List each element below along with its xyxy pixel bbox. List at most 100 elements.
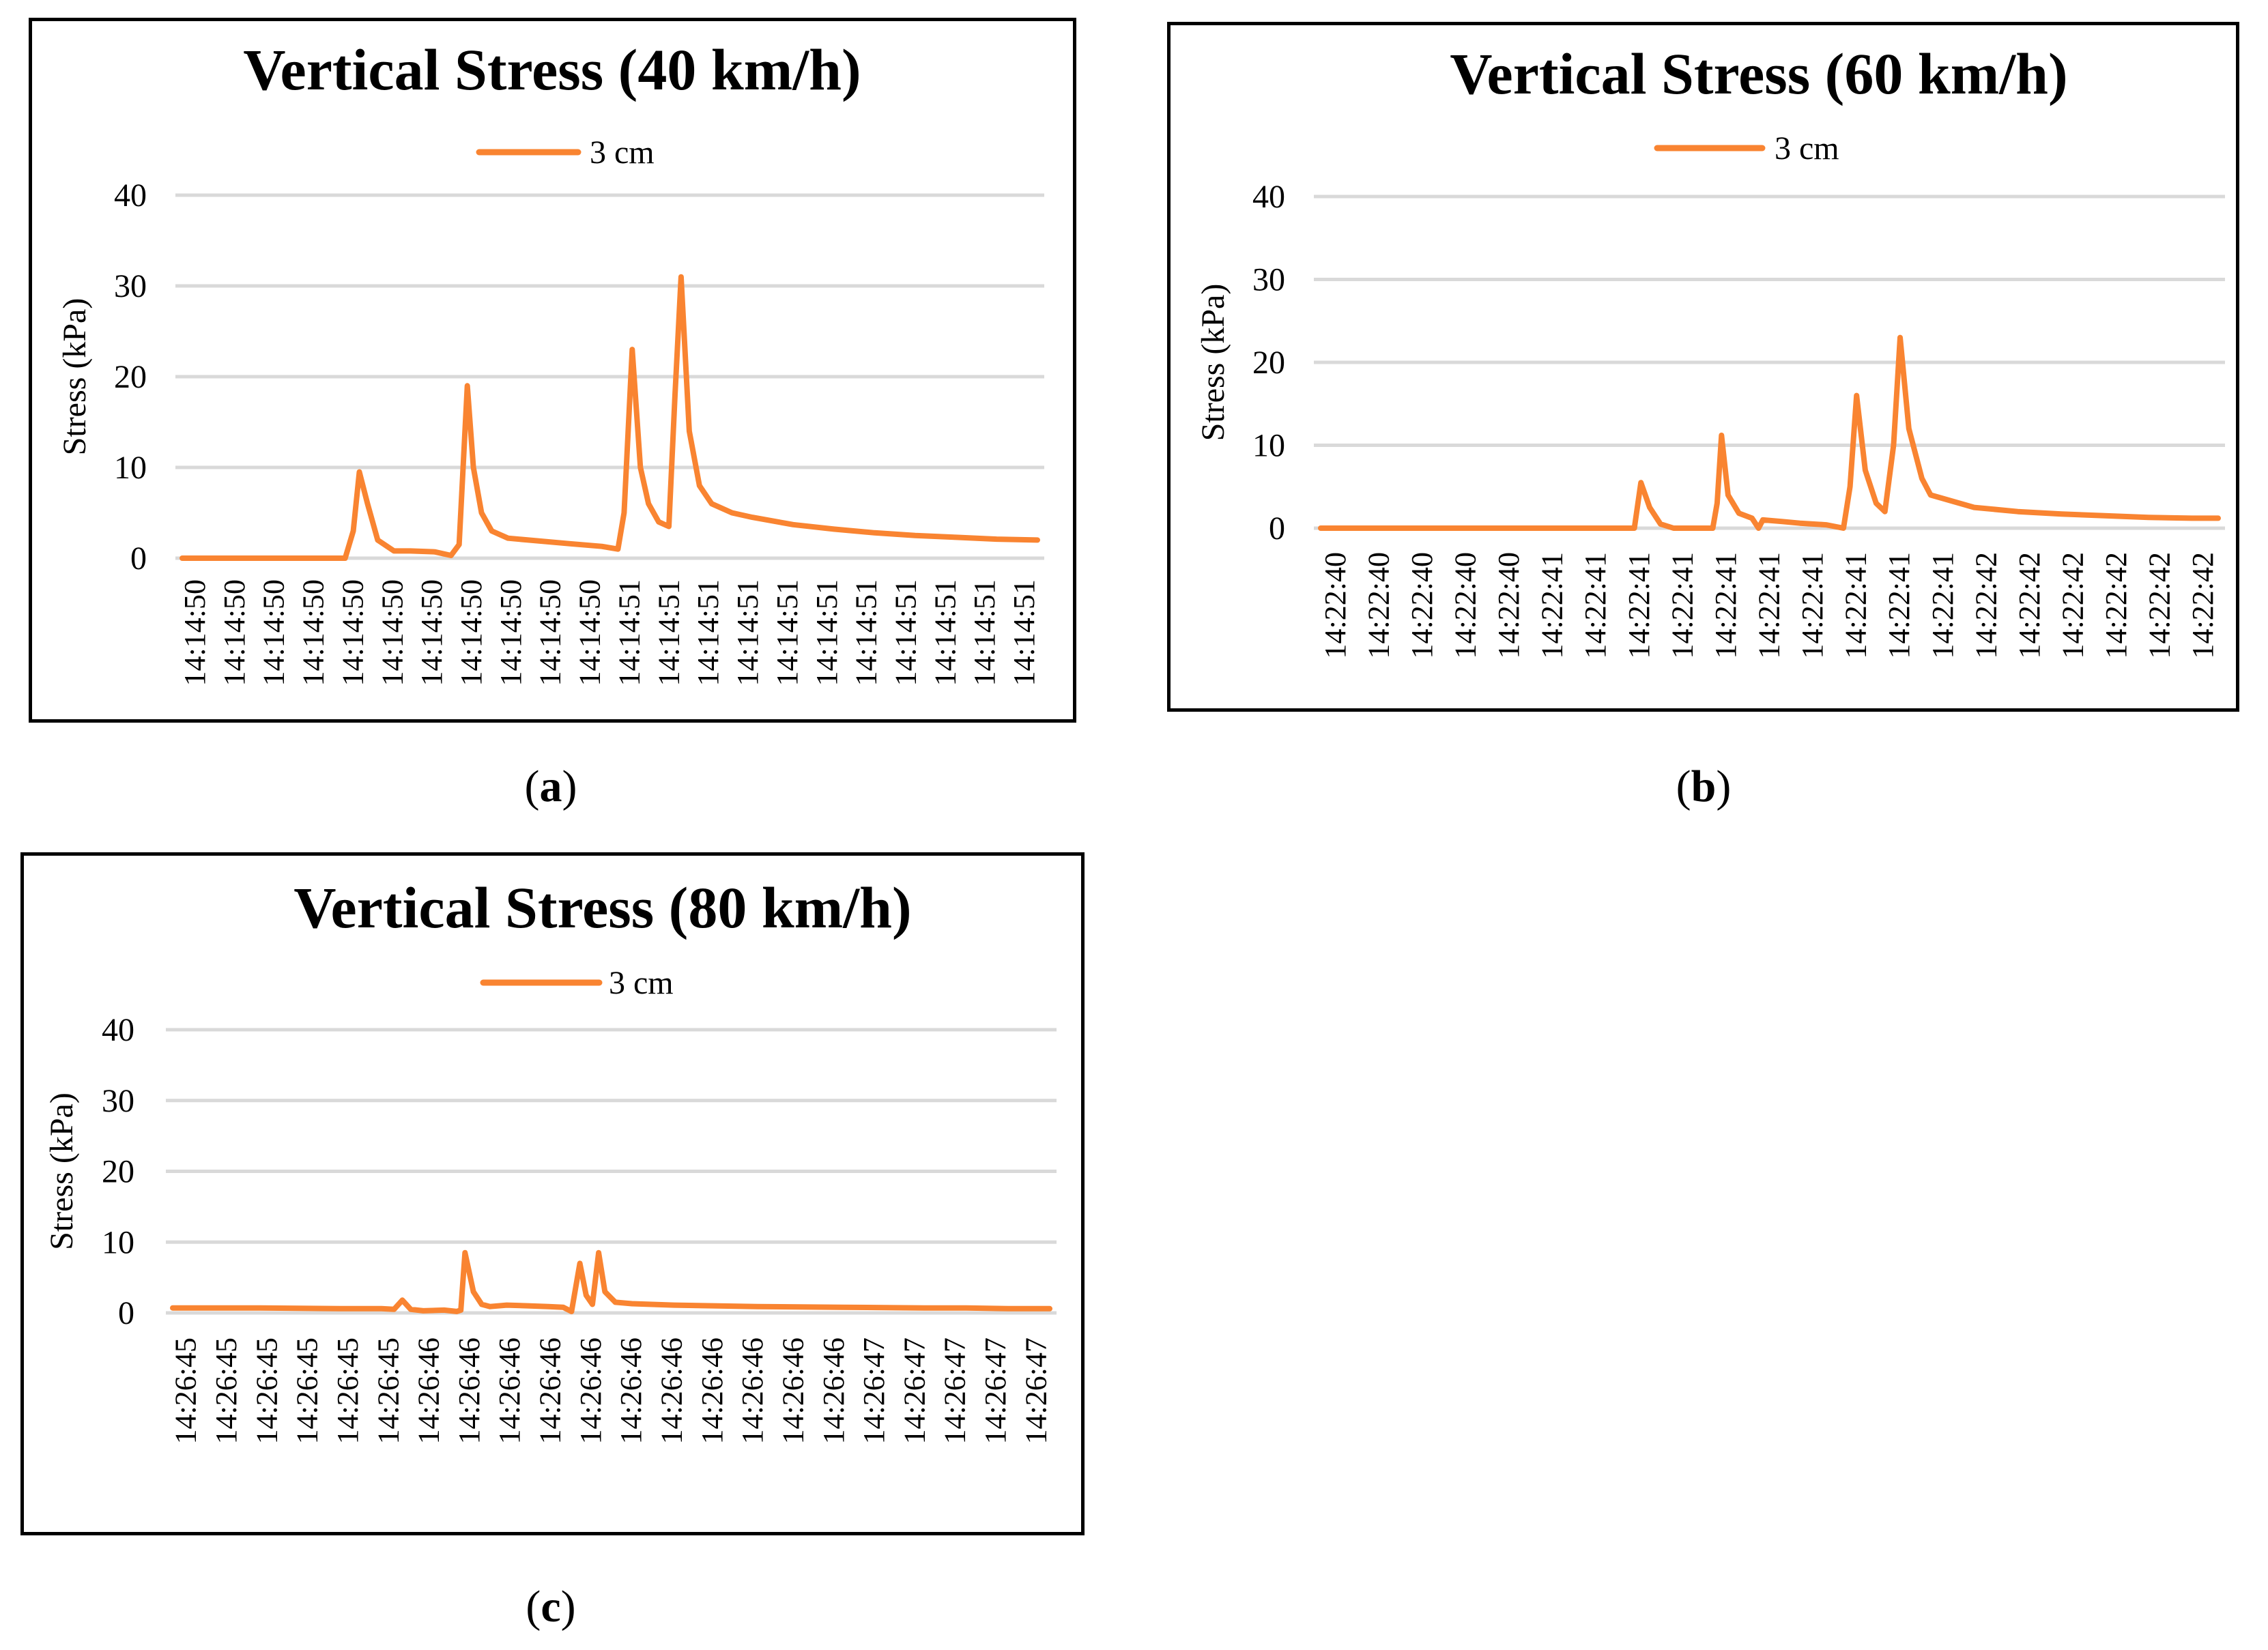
x-tick-label: 14:14:51 — [731, 579, 764, 686]
y-axis-label: Stress (kPa) — [44, 1092, 80, 1250]
x-tick-label: 14:22:42 — [2186, 552, 2220, 658]
y-tick-label: 20 — [102, 1154, 134, 1190]
chart-title: Vertical Stress (80 km/h) — [293, 875, 911, 940]
x-tick-label: 14:22:42 — [1969, 552, 2003, 658]
y-axis-label: Stress (kPa) — [1195, 284, 1231, 442]
x-tick-label: 14:14:51 — [810, 579, 844, 686]
x-tick-label: 14:26:46 — [534, 1337, 567, 1444]
x-tick-label: 14:26:47 — [1019, 1337, 1052, 1444]
x-tick-label: 14:26:45 — [210, 1337, 243, 1444]
y-tick-label: 30 — [114, 268, 147, 304]
x-tick-label: 14:22:41 — [1882, 552, 1916, 658]
chart-svg-b: Vertical Stress (60 km/h) 3 cm 0 10 20 30 40 St… — [1195, 41, 2225, 658]
x-tick-label: 14:26:46 — [776, 1337, 809, 1444]
x-tick-label: 14:22:42 — [2099, 552, 2133, 658]
x-tick-label: 14:14:51 — [612, 579, 646, 686]
x-tick-label: 14:14:50 — [336, 579, 369, 686]
x-tick-label: 14:22:40 — [1449, 552, 1482, 658]
x-tick-label: 14:14:50 — [455, 579, 488, 686]
x-tick-label: 14:14:50 — [494, 579, 528, 686]
legend-label: 3 cm — [1775, 130, 1839, 167]
chart-title: Vertical Stress (40 km/h) — [243, 37, 861, 102]
x-tick-label: 14:26:47 — [979, 1337, 1012, 1444]
x-tick-label: 14:14:51 — [850, 579, 883, 686]
x-tick-label: 14:14:50 — [297, 579, 330, 686]
x-tick-label: 14:14:50 — [257, 579, 291, 686]
caption-c: (c) — [526, 1582, 576, 1632]
y-tick-label: 20 — [1252, 345, 1285, 381]
x-tick-label: 14:26:47 — [898, 1337, 931, 1444]
caption-a-letter: a — [539, 762, 562, 811]
x-tick-label: 14:14:51 — [771, 579, 804, 686]
y-tick-label: 30 — [1252, 262, 1285, 298]
chart-svg-c: Vertical Stress (80 km/h) 3 cm 0 10 20 30 40 St… — [44, 875, 1057, 1444]
x-tick-label: 14:26:46 — [453, 1337, 486, 1444]
x-tick-label: 14:14:51 — [691, 579, 725, 686]
chart-panel-b: Vertical Stress (60 km/h) 3 cm 0 10 20 30 40 St… — [1167, 22, 2239, 712]
x-tick-label: 14:26:46 — [695, 1337, 729, 1444]
chart-title: Vertical Stress (60 km/h) — [1450, 41, 2067, 106]
x-tick-label: 14:22:40 — [1362, 552, 1395, 658]
x-tick-label: 14:14:51 — [968, 579, 1001, 686]
y-tick-label: 0 — [130, 540, 147, 577]
x-tick-label: 14:14:51 — [652, 579, 685, 686]
x-tick-label: 14:26:46 — [655, 1337, 688, 1444]
x-tick-label: 14:14:51 — [1007, 579, 1041, 686]
x-tick-label: 14:26:46 — [736, 1337, 769, 1444]
chart-svg-a: Vertical Stress (40 km/h) 3 cm 0 10 20 30 40 St… — [57, 37, 1044, 686]
x-tick-label: 14:26:46 — [817, 1337, 850, 1444]
legend-label: 3 cm — [590, 134, 655, 171]
x-tick-label: 14:22:41 — [1622, 552, 1656, 658]
caption-a: (a) — [524, 762, 577, 811]
x-tick-label: 14:22:40 — [1405, 552, 1439, 658]
y-tick-label: 10 — [114, 450, 147, 486]
x-tick-label: 14:22:41 — [1665, 552, 1699, 658]
x-tick-label: 14:22:41 — [1753, 552, 1786, 658]
y-tick-label: 0 — [1269, 510, 1285, 547]
x-tick-label: 14:14:50 — [178, 579, 212, 686]
x-tick-label: 14:22:41 — [1839, 552, 1873, 658]
x-tick-label: 14:26:45 — [371, 1337, 405, 1444]
x-tick-label: 14:22:41 — [1536, 552, 1569, 658]
chart-panel-c: Vertical Stress (80 km/h) 3 cm 0 10 20 30 40 St… — [20, 852, 1085, 1535]
y-tick-label: 20 — [114, 359, 147, 395]
caption-c-letter: c — [541, 1582, 561, 1632]
x-tick-label: 14:22:40 — [1319, 552, 1352, 658]
y-tick-label: 40 — [1252, 179, 1285, 215]
x-tick-label: 14:22:40 — [1492, 552, 1525, 658]
x-tick-label: 14:14:50 — [534, 579, 567, 686]
chart-panel-a: Vertical Stress (40 km/h) 3 cm 0 10 20 30 40 St… — [29, 18, 1076, 723]
x-tick-label: 14:14:51 — [928, 579, 962, 686]
x-tick-label: 14:22:42 — [2013, 552, 2046, 658]
x-tick-label: 14:22:41 — [1926, 552, 1960, 658]
y-tick-label: 40 — [102, 1012, 134, 1048]
x-tick-label: 14:26:45 — [250, 1337, 283, 1444]
x-tick-label: 14:14:50 — [375, 579, 409, 686]
series-line-3cm — [170, 1249, 1052, 1314]
caption-b-letter: b — [1691, 762, 1717, 811]
series-line-3cm — [1318, 334, 2221, 531]
series-line-3cm — [180, 274, 1040, 561]
y-tick-label: 10 — [102, 1224, 134, 1260]
x-tick-label: 14:14:50 — [415, 579, 448, 686]
x-tick-label: 14:14:50 — [573, 579, 607, 686]
x-tick-label: 14:26:45 — [331, 1337, 364, 1444]
x-tick-label: 14:22:41 — [1579, 552, 1612, 658]
x-tick-label: 14:26:45 — [169, 1337, 203, 1444]
x-tick-label: 14:22:42 — [2056, 552, 2090, 658]
y-tick-label: 40 — [114, 177, 147, 214]
caption-b: (b) — [1676, 762, 1732, 811]
y-tick-label: 10 — [1252, 428, 1285, 464]
y-axis-label: Stress (kPa) — [57, 298, 93, 456]
x-tick-label: 14:26:46 — [493, 1337, 526, 1444]
x-tick-label: 14:26:46 — [614, 1337, 648, 1444]
x-tick-label: 14:26:46 — [412, 1337, 446, 1444]
legend-label: 3 cm — [609, 965, 674, 1001]
y-tick-label: 0 — [118, 1295, 134, 1331]
x-tick-label: 14:22:42 — [2143, 552, 2177, 658]
x-tick-label: 14:26:47 — [857, 1337, 891, 1444]
x-tick-label: 14:14:50 — [218, 579, 251, 686]
x-tick-label: 14:22:41 — [1709, 552, 1742, 658]
y-tick-label: 30 — [102, 1083, 134, 1119]
x-tick-label: 14:26:46 — [574, 1337, 607, 1444]
